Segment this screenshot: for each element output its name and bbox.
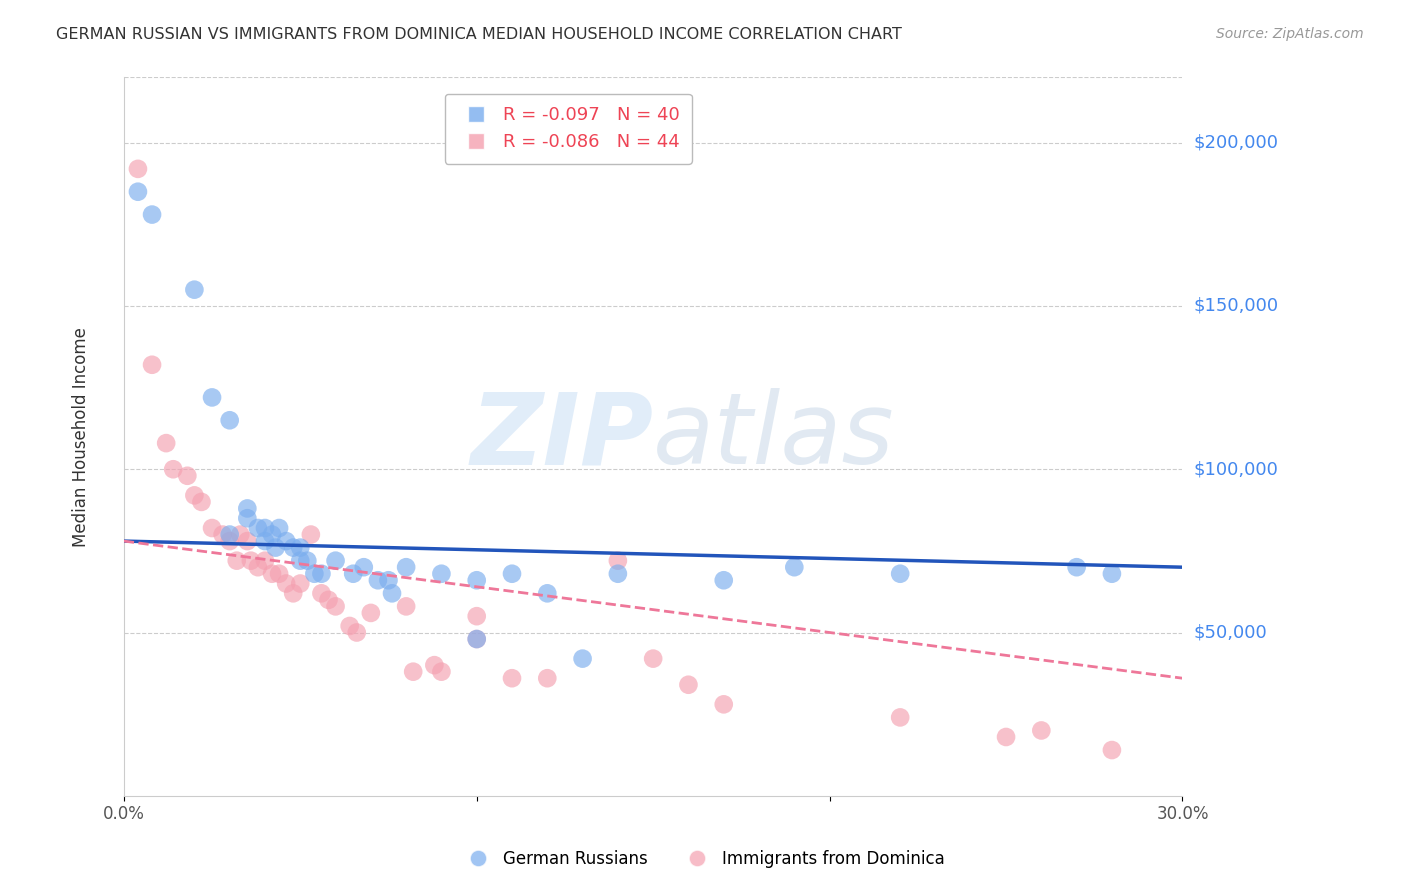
Point [304,566,326,581]
Point [264,541,287,555]
Point [276,576,298,591]
Point [1101,743,1123,757]
Point [311,586,333,600]
Point [423,658,446,673]
Point [127,185,149,199]
Point [260,527,283,541]
Point [339,619,361,633]
Point [353,560,375,574]
Point [253,534,276,549]
Point [183,488,205,502]
Point [325,554,347,568]
Point [127,161,149,176]
Point [381,586,404,600]
Text: ZIP: ZIP [470,388,654,485]
Point [141,208,163,222]
Text: GERMAN RUSSIAN VS IMMIGRANTS FROM DOMINICA MEDIAN HOUSEHOLD INCOME CORRELATION C: GERMAN RUSSIAN VS IMMIGRANTS FROM DOMINI… [56,27,903,42]
Point [342,566,364,581]
Point [536,671,558,685]
Point [211,527,233,541]
Point [297,554,319,568]
Text: Source: ZipAtlas.com: Source: ZipAtlas.com [1216,27,1364,41]
Point [501,566,523,581]
Point [402,665,425,679]
Point [236,534,259,549]
Point [299,527,322,541]
Text: $150,000: $150,000 [1194,297,1278,315]
Point [311,566,333,581]
Point [239,554,262,568]
Point [346,625,368,640]
Point [713,698,735,712]
Point [889,566,911,581]
Point [276,534,298,549]
Point [260,566,283,581]
Point [218,413,240,427]
Point [606,554,628,568]
Point [783,560,806,574]
Point [218,534,240,549]
Text: $200,000: $200,000 [1194,134,1278,152]
Point [465,632,488,646]
Point [995,730,1018,744]
Point [283,586,305,600]
Text: Median Household Income: Median Household Income [73,326,90,547]
Point [465,632,488,646]
Point [253,521,276,535]
Point [176,468,198,483]
Point [395,560,418,574]
Point [395,599,418,614]
Point [253,554,276,568]
Point [218,527,240,541]
Point [1101,566,1123,581]
Point [201,391,224,405]
Point [236,501,259,516]
Point [283,541,305,555]
Point [290,554,312,568]
Point [1066,560,1088,574]
Point [141,358,163,372]
Point [430,566,453,581]
Point [536,586,558,600]
Point [1031,723,1053,738]
Point [162,462,184,476]
Point [606,566,628,581]
Point [465,574,488,588]
Point [155,436,177,450]
Point [246,560,269,574]
Point [225,554,247,568]
Point [430,665,453,679]
Point [678,678,700,692]
Point [229,527,252,541]
Point [571,651,593,665]
Point [367,574,389,588]
Point [236,511,259,525]
Point [190,495,212,509]
Point [290,576,312,591]
Point [713,574,735,588]
Point [465,609,488,624]
Point [201,521,224,535]
Point [269,521,291,535]
Point [360,606,382,620]
Legend: German Russians, Immigrants from Dominica: German Russians, Immigrants from Dominic… [454,844,952,875]
Text: $100,000: $100,000 [1194,460,1278,478]
Point [889,710,911,724]
Point [643,651,665,665]
Point [318,592,340,607]
Point [325,599,347,614]
Point [377,574,399,588]
Point [501,671,523,685]
Point [290,541,312,555]
Text: atlas: atlas [654,388,894,485]
Point [183,283,205,297]
Point [269,566,291,581]
Text: $50,000: $50,000 [1194,624,1267,641]
Legend: R = -0.097   N = 40, R = -0.086   N = 44: R = -0.097 N = 40, R = -0.086 N = 44 [444,94,692,164]
Point [246,521,269,535]
